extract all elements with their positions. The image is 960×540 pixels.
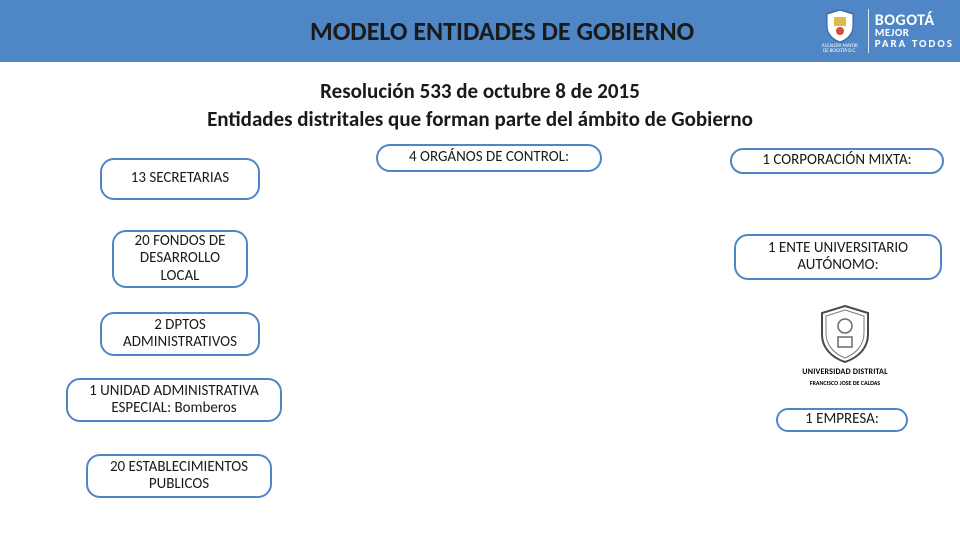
entity-label: 1 CORPORACIÓN MIXTA: [762,152,911,169]
subtitle-line1: Resolución 533 de octubre 8 de 2015 [0,78,960,104]
entity-dptos: 2 DPTOS ADMINISTRATIVOS [100,312,260,356]
entity-corporacion-mixta: 1 CORPORACIÓN MIXTA: [730,148,944,174]
entity-label: 1 EMPRESA: [805,411,879,428]
entity-unidad-admin: 1 UNIDAD ADMINISTRATIVA ESPECIAL: Bomber… [66,378,282,422]
university-crest: UNIVERSIDAD DISTRITAL FRANCISCO JOSE DE … [790,298,900,392]
logo-divider [868,9,869,53]
subtitle-block: Resolución 533 de octubre 8 de 2015 Enti… [0,78,960,132]
shield-caption: ALCALDÍA MAYORDE BOGOTÁ D.C. [822,44,858,54]
page: MODELO ENTIDADES DE GOBIERNO ALCALDÍA MA… [0,0,960,540]
entity-label: 2 DPTOS ADMINISTRATIVOS [112,317,248,352]
entity-label: 4 ORGÁNOS DE CONTROL: [409,149,569,166]
logo-line3: PARA TODOS [875,39,954,49]
entity-ente-universitario: 1 ENTE UNIVERSITARIO AUTÓNOMO: [734,234,942,280]
header-bar: MODELO ENTIDADES DE GOBIERNO ALCALDÍA MA… [0,0,960,62]
university-subname: FRANCISCO JOSE DE CALDAS [810,380,881,386]
entity-label: 1 UNIDAD ADMINISTRATIVA ESPECIAL: Bomber… [78,383,270,418]
crest-icon [818,304,872,364]
bogota-shield-icon: ALCALDÍA MAYORDE BOGOTÁ D.C. [818,6,862,56]
subtitle-line2: Entidades distritales que forman parte d… [0,106,960,132]
entity-fondos: 20 FONDOS DE DESARROLLO LOCAL [112,230,248,288]
entity-secretarias: 13 SECRETARIAS [100,158,260,200]
entity-label: 20 ESTABLECIMIENTOS PUBLICOS [98,459,260,494]
entity-label: 1 ENTE UNIVERSITARIO AUTÓNOMO: [746,240,930,275]
university-name: UNIVERSIDAD DISTRITAL [802,368,887,376]
entity-establecimientos: 20 ESTABLECIMIENTOS PUBLICOS [86,454,272,498]
entity-label: 13 SECRETARIAS [131,170,229,187]
entity-label: 20 FONDOS DE DESARROLLO LOCAL [124,233,236,285]
header-title: MODELO ENTIDADES DE GOBIERNO [310,15,694,47]
entity-empresa: 1 EMPRESA: [776,408,908,432]
header-logos: ALCALDÍA MAYORDE BOGOTÁ D.C. BOGOTÁ MEJO… [818,2,954,60]
bogota-mejor-logo: BOGOTÁ MEJOR PARA TODOS [875,13,954,49]
entity-organos-control: 4 ORGÁNOS DE CONTROL: [376,144,602,172]
